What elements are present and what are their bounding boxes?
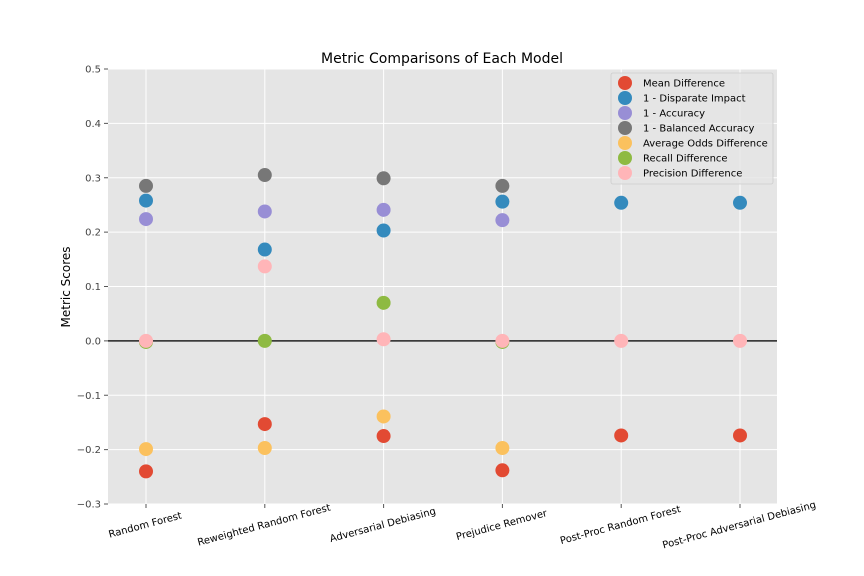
data-point xyxy=(139,178,153,193)
y-tick-label: 0.3 xyxy=(85,173,101,184)
data-point xyxy=(257,333,272,348)
data-point xyxy=(257,259,272,274)
data-point xyxy=(495,178,510,193)
y-tick-label: 0.5 xyxy=(85,65,101,76)
data-point xyxy=(257,417,272,432)
y-axis-label: Metric Scores xyxy=(59,247,73,328)
legend-marker xyxy=(618,91,632,105)
legend-marker xyxy=(618,136,632,150)
data-point xyxy=(495,194,510,209)
data-point xyxy=(376,223,391,238)
data-point xyxy=(495,213,510,228)
x-tick-label: Reweighted Random Forest xyxy=(196,502,332,548)
data-point xyxy=(614,333,629,348)
data-point xyxy=(376,202,391,217)
y-tick-label: 0.0 xyxy=(85,336,101,347)
legend-label: Precision Difference xyxy=(643,169,742,180)
data-point xyxy=(139,442,153,457)
legend-label: 1 - Balanced Accuracy xyxy=(643,124,754,135)
data-point xyxy=(376,295,391,310)
y-tick-label: −0.2 xyxy=(77,445,101,456)
data-point xyxy=(257,440,272,455)
data-point xyxy=(376,409,391,424)
chart-title: Metric Comparisons of Each Model xyxy=(321,51,563,67)
y-tick-label: 0.1 xyxy=(85,282,101,293)
data-point xyxy=(733,428,747,443)
legend-label: Mean Difference xyxy=(643,79,725,90)
legend-label: 1 - Accuracy xyxy=(643,109,705,120)
data-point xyxy=(376,171,391,186)
legend-marker xyxy=(618,106,632,120)
data-point xyxy=(733,195,747,210)
data-point xyxy=(139,333,153,348)
y-tick-label: −0.1 xyxy=(77,391,101,402)
legend-marker xyxy=(618,151,632,165)
x-tick-label: Post-Proc Adversarial Debiasing xyxy=(661,500,817,552)
data-point xyxy=(139,193,153,208)
data-point xyxy=(614,195,629,210)
x-tick-label: Random Forest xyxy=(108,511,184,541)
data-point xyxy=(257,204,272,219)
legend-box xyxy=(610,72,774,185)
legend-marker xyxy=(618,121,632,135)
x-tick-label: Adversarial Debiasing xyxy=(329,506,437,545)
data-point xyxy=(733,333,747,348)
legend-label: Average Odds Difference xyxy=(643,139,768,150)
x-tick-label: Prejudice Remover xyxy=(455,508,549,543)
data-point xyxy=(376,332,391,347)
data-point xyxy=(257,242,272,257)
legend-label: Recall Difference xyxy=(643,154,728,165)
legend-marker xyxy=(618,76,632,90)
data-point xyxy=(139,464,153,479)
data-point xyxy=(139,212,153,227)
data-point xyxy=(257,168,272,183)
y-tick-label: −0.3 xyxy=(77,500,101,511)
data-point xyxy=(495,333,510,348)
data-point xyxy=(495,463,510,478)
legend-marker xyxy=(618,166,632,180)
y-tick-label: 0.2 xyxy=(85,228,101,239)
data-point xyxy=(495,440,510,455)
y-tick-label: 0.4 xyxy=(85,119,101,130)
data-point xyxy=(376,429,391,444)
legend-label: 1 - Disparate Impact xyxy=(643,94,746,105)
data-point xyxy=(614,428,629,443)
